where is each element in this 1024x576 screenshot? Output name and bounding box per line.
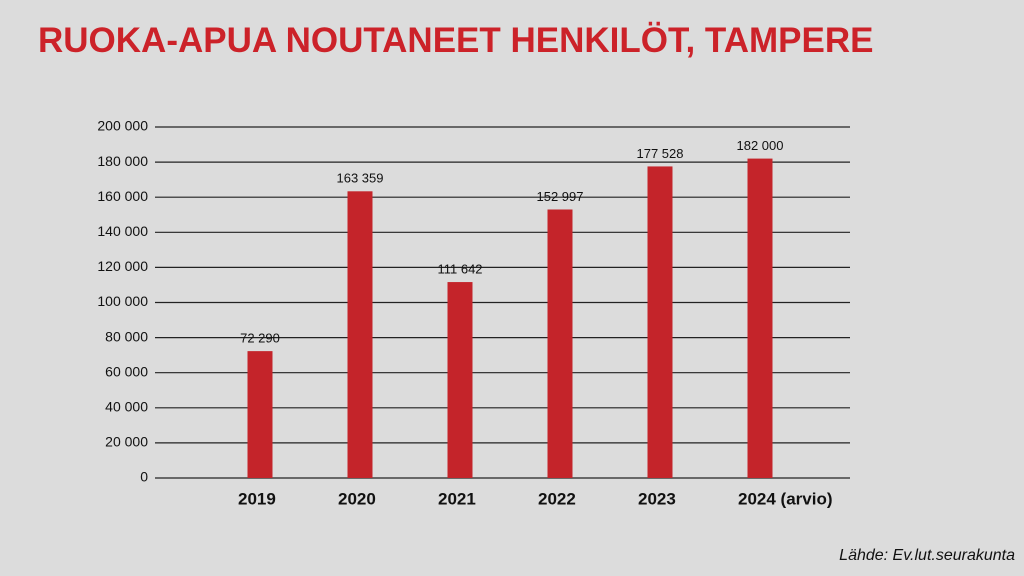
y-tick-label: 20 000 — [105, 434, 148, 450]
x-tick-label: 2020 — [338, 489, 376, 508]
y-tick-label: 60 000 — [105, 363, 148, 379]
y-tick-label: 120 000 — [97, 258, 148, 274]
bar — [347, 191, 373, 478]
bar — [547, 209, 573, 478]
value-label: 182 000 — [737, 138, 784, 153]
value-label: 177 528 — [637, 146, 684, 161]
y-tick-label: 160 000 — [97, 188, 148, 204]
x-tick-label: 2023 — [638, 489, 676, 508]
x-tick-label: 2021 — [438, 489, 476, 508]
y-tick-label: 140 000 — [97, 223, 148, 239]
y-tick-label: 40 000 — [105, 399, 148, 415]
x-tick-label: 2019 — [238, 489, 276, 508]
chart-title: RUOKA-APUA NOUTANEET HENKILÖT, TAMPERE — [38, 21, 873, 60]
y-tick-label: 100 000 — [97, 293, 148, 309]
y-tick-label: 180 000 — [97, 153, 148, 169]
y-tick-label: 80 000 — [105, 328, 148, 344]
y-tick-label: 0 — [140, 469, 148, 485]
y-tick-label: 200 000 — [97, 118, 148, 134]
bar — [447, 282, 473, 478]
bar — [647, 166, 673, 478]
value-label: 152 997 — [537, 189, 584, 204]
value-label: 72 290 — [240, 331, 280, 346]
bar — [747, 158, 773, 478]
bar — [247, 351, 273, 478]
source-note: Lähde: Ev.lut.seurakunta — [839, 547, 1015, 564]
value-label: 111 642 — [437, 262, 482, 277]
value-label: 163 359 — [337, 171, 384, 186]
x-tick-label: 2022 — [538, 489, 576, 508]
x-tick-label: 2024 (arvio) — [738, 489, 833, 508]
